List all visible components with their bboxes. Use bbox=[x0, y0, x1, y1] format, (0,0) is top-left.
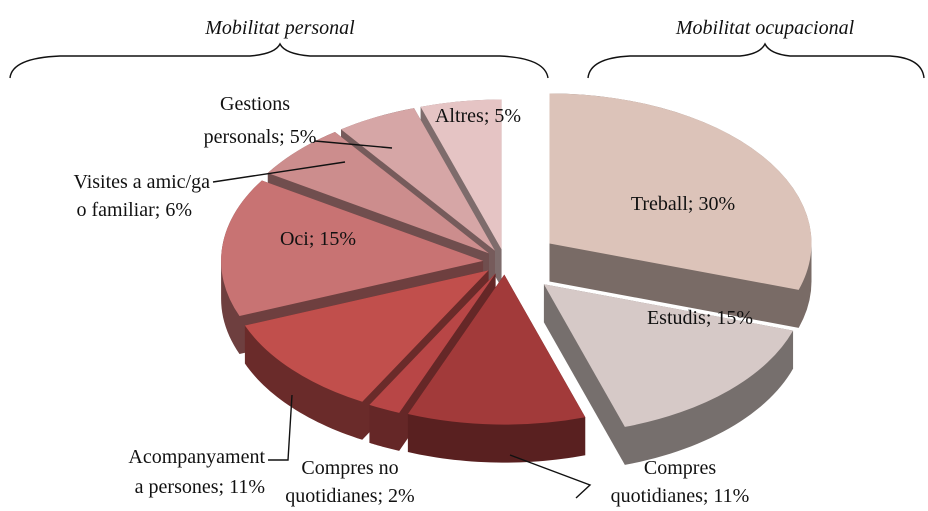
leader-line bbox=[212, 161, 346, 183]
slice bbox=[267, 132, 489, 254]
slice bbox=[244, 270, 489, 402]
slice bbox=[407, 274, 586, 425]
slice-label: Compres no bbox=[301, 457, 398, 479]
slice bbox=[369, 273, 496, 413]
leader-line bbox=[314, 140, 393, 149]
slice-label: quotidianes; 11% bbox=[611, 485, 750, 507]
group-label: Mobilitat personal bbox=[204, 17, 355, 39]
slice bbox=[341, 108, 496, 251]
slice-label: Treball; 30% bbox=[631, 193, 735, 215]
labels: Treball; 30% Estudis; 15% Compres quotidian… bbox=[73, 93, 753, 507]
slice-label: Estudis; 15% bbox=[647, 307, 753, 329]
leader-line bbox=[268, 394, 293, 461]
slice-label: o familiar; 6% bbox=[76, 199, 192, 221]
pie bbox=[221, 93, 812, 465]
slice-label: Visites a amic/ga bbox=[73, 171, 210, 193]
slice-label: quotidianes; 2% bbox=[285, 485, 414, 507]
slice-label: Gestions bbox=[220, 93, 290, 115]
slice-label: a persones; 11% bbox=[135, 476, 265, 498]
slice-label: Acompanyament bbox=[128, 446, 265, 468]
slice-label: Altres; 5% bbox=[435, 105, 521, 127]
group-label: Mobilitat ocupacional bbox=[675, 17, 855, 39]
slice bbox=[543, 284, 794, 427]
slice-label: personals; 5% bbox=[204, 126, 317, 148]
brace bbox=[587, 42, 925, 79]
brace bbox=[9, 42, 549, 79]
leader-line bbox=[509, 454, 592, 499]
slice-label: Oci; 15% bbox=[280, 228, 356, 250]
slice bbox=[420, 99, 502, 250]
slice bbox=[549, 93, 812, 290]
slice-label: Compres bbox=[644, 457, 716, 479]
slice bbox=[221, 180, 484, 317]
